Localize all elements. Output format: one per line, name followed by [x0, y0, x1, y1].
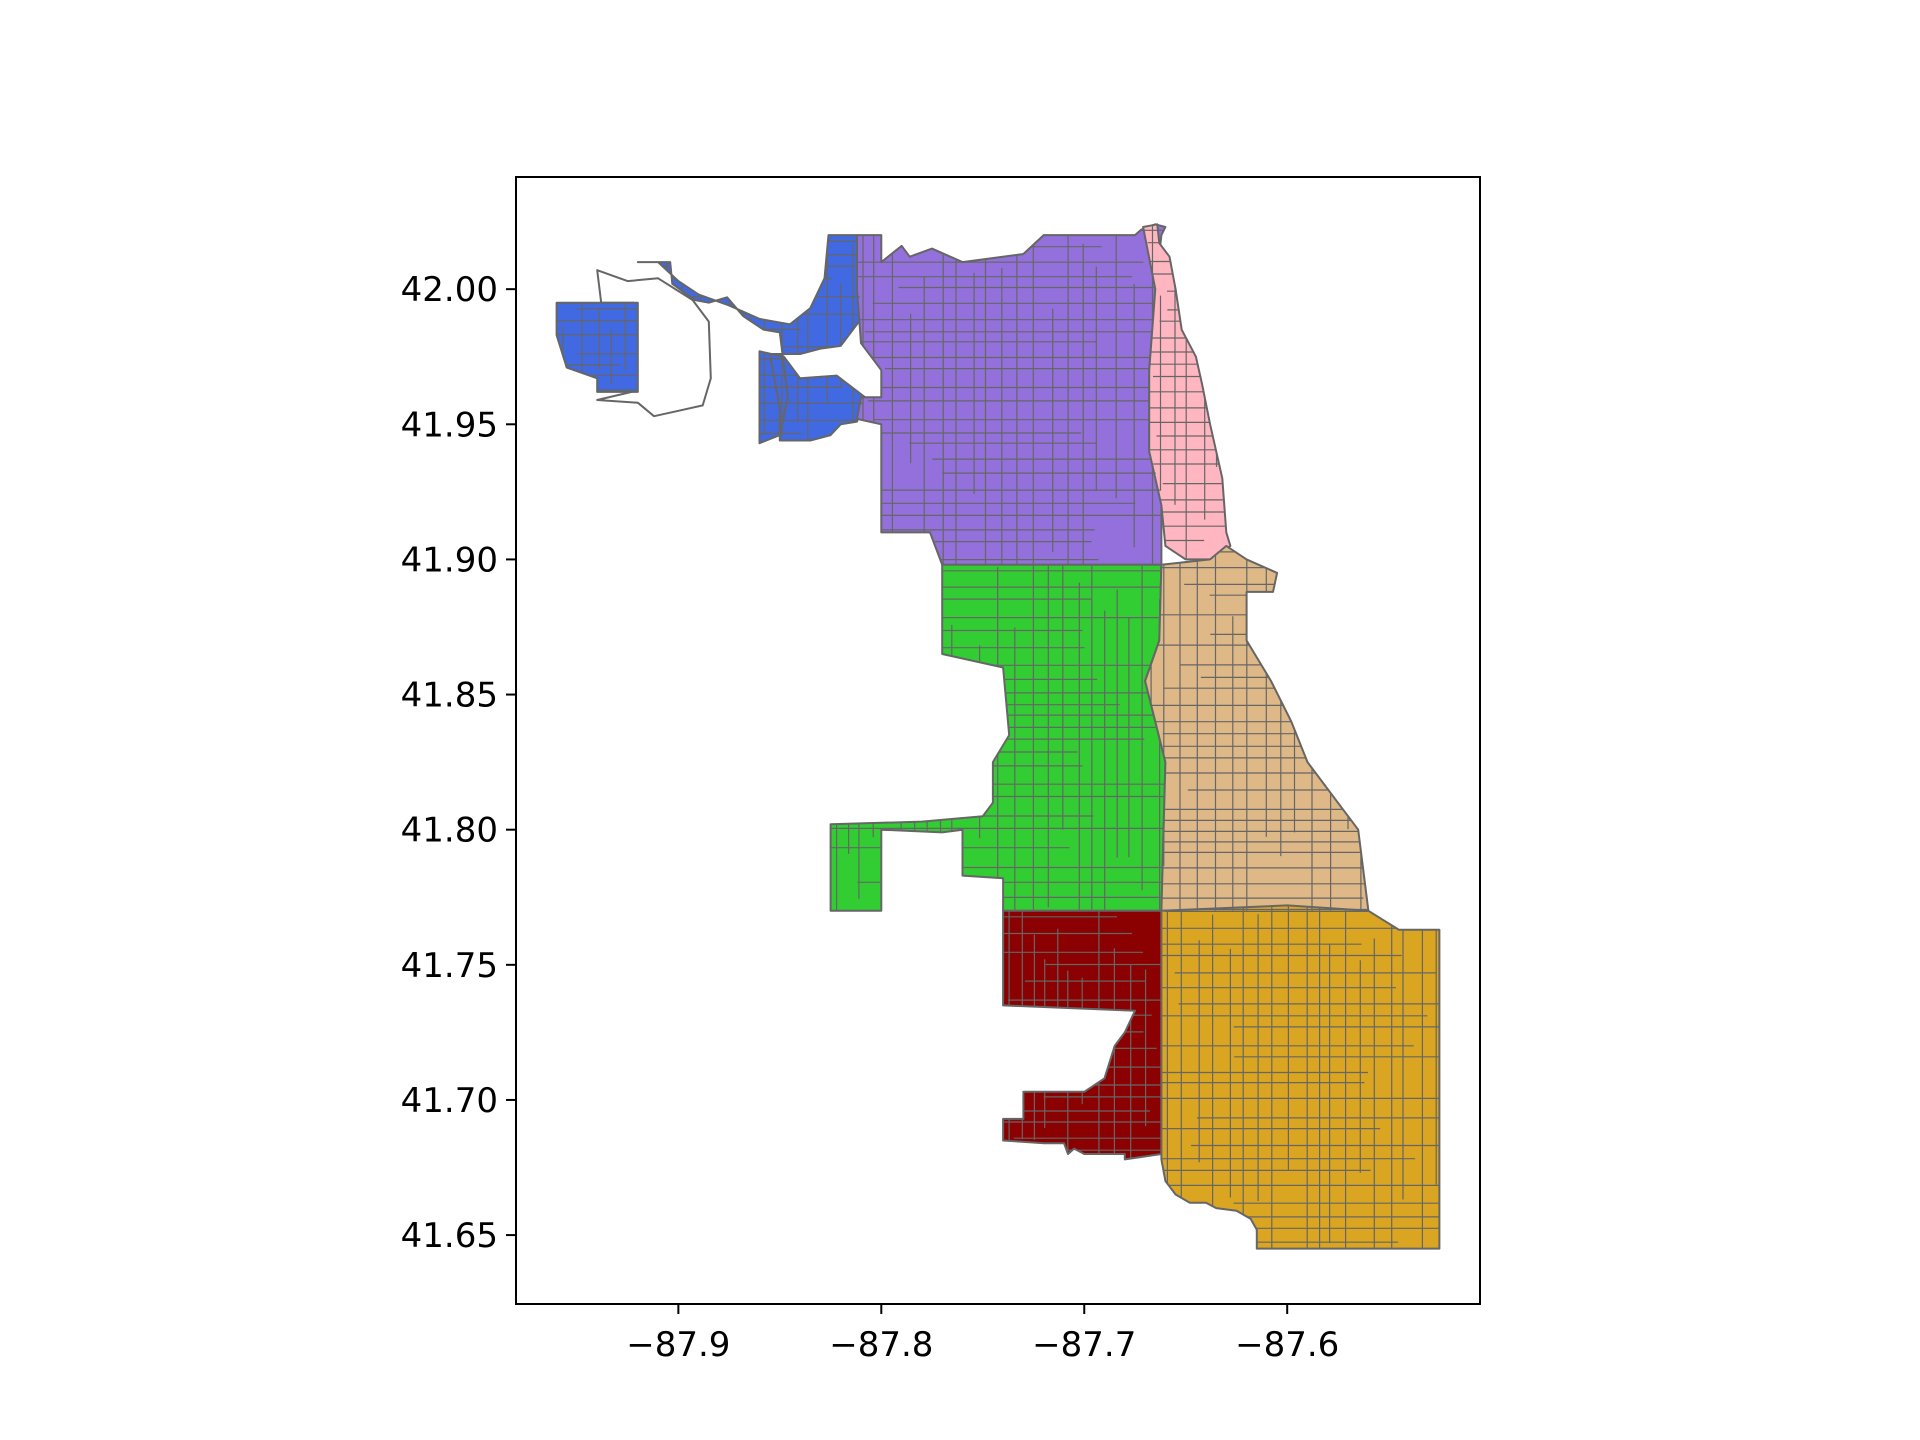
x-tick-label: −87.6 [1235, 1325, 1339, 1365]
region-polygon [1161, 905, 1439, 1248]
y-tick-label: 41.65 [401, 1216, 498, 1256]
x-tick-label: −87.9 [626, 1325, 730, 1365]
y-tick-label: 41.95 [401, 405, 498, 445]
y-tick-label: 42.00 [401, 270, 498, 310]
y-tick-label: 41.75 [401, 946, 498, 986]
y-tick-label: 41.85 [401, 676, 498, 716]
x-tick-label: −87.8 [829, 1325, 933, 1365]
region-polygon [857, 224, 1165, 565]
x-tick-label: −87.7 [1032, 1325, 1136, 1365]
y-tick-label: 41.80 [401, 811, 498, 851]
y-tick-label: 41.90 [401, 540, 498, 580]
y-tick-label: 41.70 [401, 1081, 498, 1121]
